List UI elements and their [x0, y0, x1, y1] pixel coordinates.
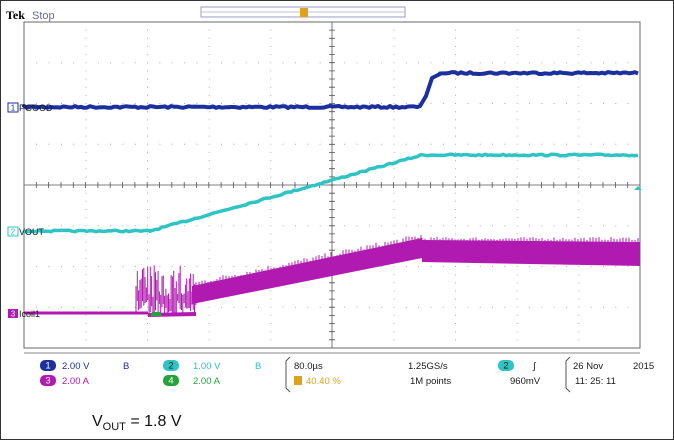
status-bar-background	[24, 353, 640, 399]
horizontal-box-bracket	[285, 356, 291, 393]
caption-subscript: OUT	[102, 421, 126, 434]
record-window-marker	[300, 8, 308, 17]
horizontal-scale: 80.0µs	[294, 361, 323, 372]
ch1-pgood-waveform	[22, 70, 639, 110]
display-border	[23, 21, 641, 349]
ch2-trigger-level-icon	[634, 186, 642, 190]
ch3-steady-band	[422, 240, 640, 266]
ch3-startup-burst	[135, 265, 197, 316]
ch4-badge	[163, 375, 179, 386]
ch1-badge	[40, 360, 56, 371]
run-state-label: Stop	[32, 10, 55, 22]
trigger-source-badge	[498, 360, 514, 371]
brand-label: Tek	[6, 8, 25, 22]
trigger-level: 960mV	[510, 376, 541, 387]
date: 26 Nov	[573, 361, 603, 372]
ch2-readout: 2 1.00 V B	[163, 360, 261, 372]
ch4-readout: 4 2.00 A	[163, 375, 221, 387]
time: 11: 25: 11	[575, 376, 616, 387]
datetime-readout: 26 Nov 2015 11: 25: 11	[573, 361, 654, 387]
ch2-scale: 1.00 V	[193, 361, 221, 372]
ch1-label: PGOOD	[19, 103, 53, 113]
ch3-label: Icoil1	[19, 309, 40, 319]
horizontal-readout: 80.0µs 40.40 % 1.25GS/s 1M points	[294, 361, 451, 387]
ch3-marker-number: 3	[11, 310, 16, 319]
caption-v: V	[92, 413, 103, 430]
trigger-position-value: 40.40 %	[306, 376, 341, 387]
ch2-marker: 2 VOUT	[7, 226, 45, 237]
ch3-readout: 3 2.00 A	[40, 375, 90, 387]
status-bar: 1 2.00 V B 3 2.00 A 2 1.00 V B 4 2.00 A …	[24, 352, 654, 399]
trigger-slope-icon: ∫	[532, 361, 537, 372]
ch2-vout-waveform	[22, 152, 639, 234]
ch2-label: VOUT	[19, 227, 45, 237]
ch3-ramp-band	[192, 238, 422, 304]
caption: VOUT = 1.8 V	[92, 413, 182, 433]
sample-rate: 1.25GS/s	[408, 361, 448, 372]
ch4-scale: 2.00 A	[193, 376, 221, 387]
year: 2015	[633, 361, 654, 372]
ch3-noise	[195, 235, 639, 289]
ch3-badge	[40, 375, 56, 386]
waveforms	[22, 70, 640, 317]
ch1-marker: 1 PGOOD	[7, 102, 53, 113]
ch2-badge-number: 2	[168, 361, 173, 372]
ch3-marker: 3 Icoil1	[8, 309, 40, 319]
ch1-readout: 1 2.00 V B	[40, 360, 129, 372]
ch3-badge-number: 3	[45, 376, 50, 387]
ch1-scale: 2.00 V	[62, 361, 90, 372]
ch2-marker-number: 2	[11, 228, 16, 237]
ch1-bandwidth-limit: B	[123, 361, 129, 372]
ch1-badge-number: 1	[45, 361, 50, 372]
waveform-display: 1 PGOOD 2 VOUT 3 Icoil1	[7, 21, 642, 349]
trigger-position-badge	[294, 376, 302, 385]
ch3-scale: 2.00 A	[62, 376, 90, 387]
trigger-source-number: 2	[503, 361, 508, 372]
record-length: 1M points	[410, 376, 451, 387]
ch2-bandwidth-limit: B	[255, 361, 261, 372]
ch4-badge-number: 4	[168, 376, 173, 387]
datetime-box-bracket	[565, 356, 571, 393]
trigger-readout: 2 ∫ 960mV	[498, 360, 541, 387]
ch4-waveform-segment	[150, 312, 162, 316]
caption-value: = 1.8 V	[125, 413, 182, 430]
ch2-badge	[163, 360, 179, 371]
ch1-marker-number: 1	[11, 104, 16, 113]
